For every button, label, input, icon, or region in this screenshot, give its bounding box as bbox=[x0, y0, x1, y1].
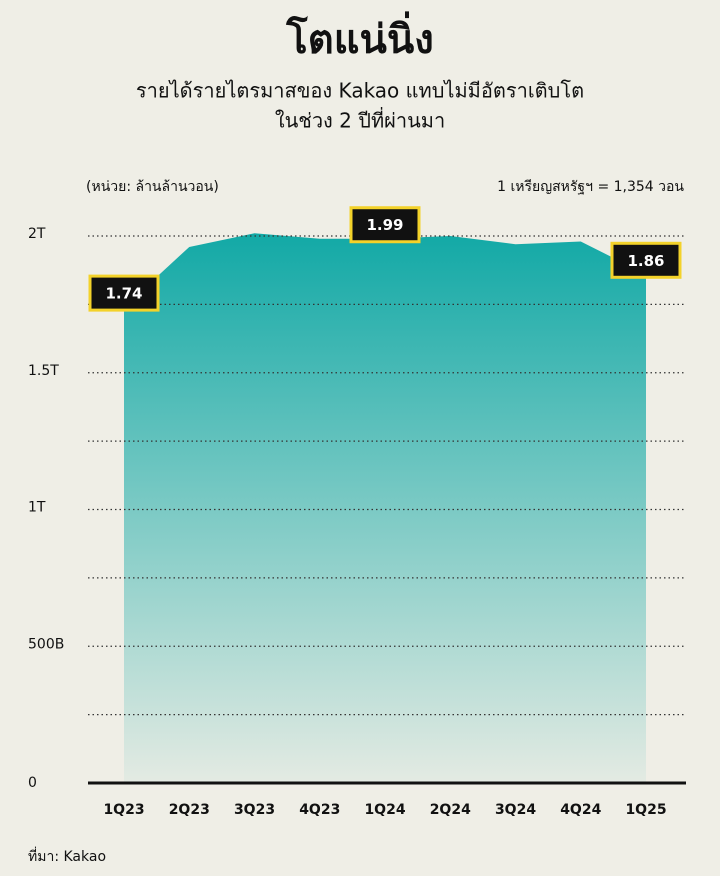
unit-note: (หน่วย: ล้านล้านวอน) bbox=[86, 179, 219, 195]
value-label: 1.74 bbox=[105, 285, 142, 303]
y-tick-label: 2T bbox=[28, 226, 46, 242]
x-tick-label: 4Q24 bbox=[560, 802, 601, 818]
area bbox=[124, 233, 646, 783]
value-label-box bbox=[349, 206, 421, 244]
x-tick-label: 1Q23 bbox=[103, 802, 144, 818]
value-label: 1.99 bbox=[366, 216, 403, 234]
x-tick-label: 3Q23 bbox=[234, 802, 275, 818]
x-tick-label: 4Q23 bbox=[299, 802, 340, 818]
x-tick-label: 2Q23 bbox=[169, 802, 210, 818]
y-tick-label: 1T bbox=[28, 500, 46, 516]
y-tick-label: 500B bbox=[28, 636, 64, 652]
x-tick-label: 1Q25 bbox=[625, 802, 666, 818]
source: ที่มา: Kakao bbox=[28, 847, 106, 865]
exchange-note: 1 เหรียญสหรัฐฯ = 1,354 วอน bbox=[497, 179, 684, 195]
chart-subtitle: รายได้รายไตรมาสของ Kakao แทบไม่มีอัตราเต… bbox=[136, 79, 584, 103]
value-label-box bbox=[610, 241, 682, 279]
x-tick-label: 1Q24 bbox=[364, 802, 405, 818]
value-label-box bbox=[88, 274, 160, 312]
chart-subtitle: ในช่วง 2 ปีที่ผ่านมา bbox=[275, 107, 445, 133]
y-tick-label: 1.5T bbox=[28, 363, 59, 379]
x-tick-label: 3Q24 bbox=[495, 802, 536, 818]
x-tick-label: 2Q24 bbox=[430, 802, 471, 818]
value-label: 1.86 bbox=[627, 252, 664, 270]
chart-title: โตแน่นิ่ง bbox=[285, 11, 433, 63]
y-tick-label: 0 bbox=[28, 775, 37, 791]
